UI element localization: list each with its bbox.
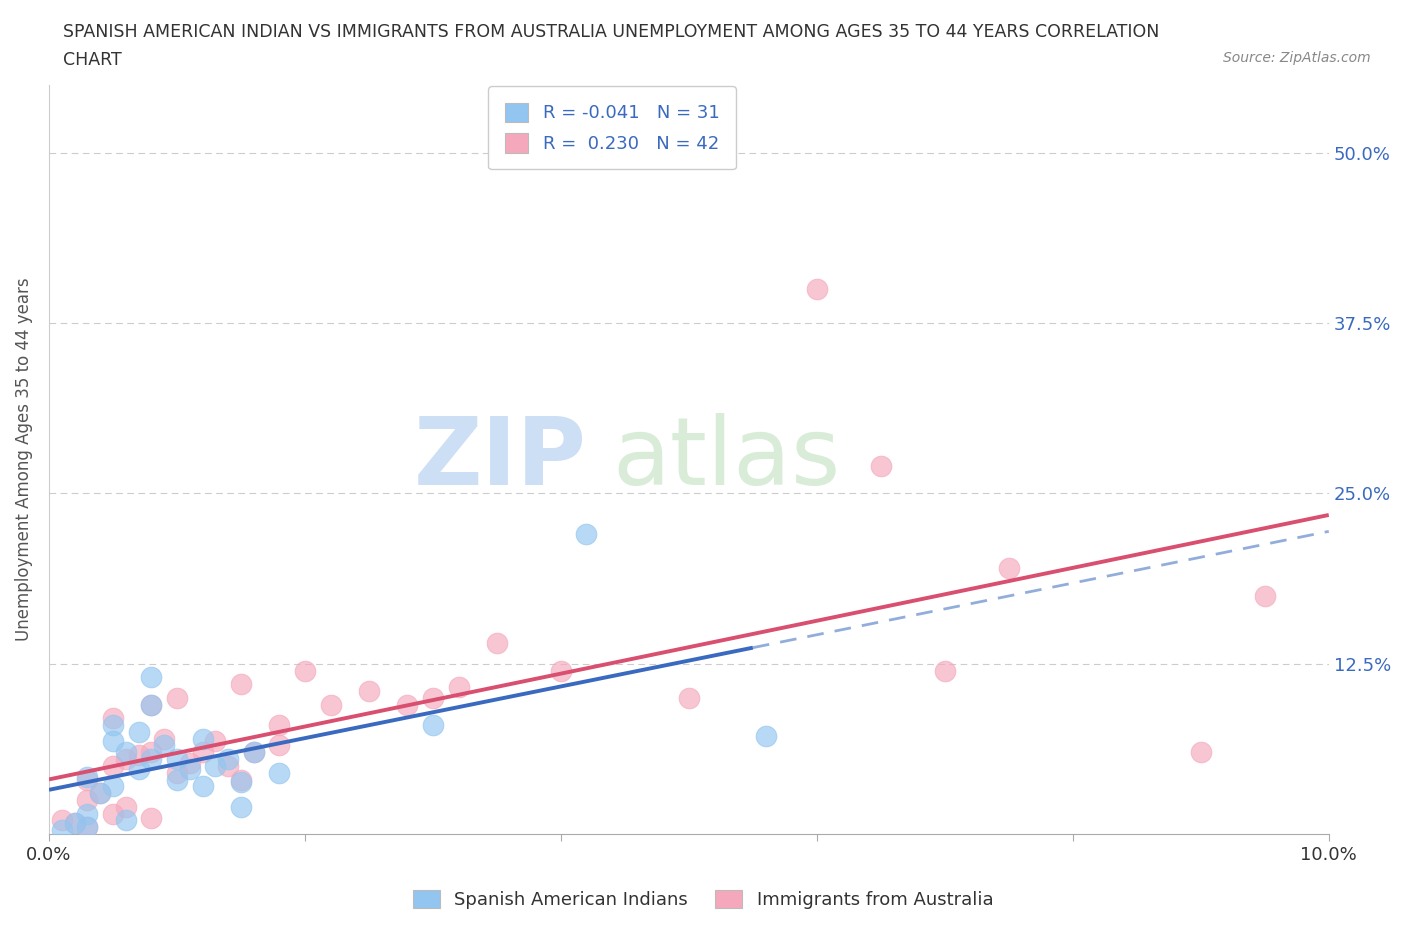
Point [550,663,572,678]
Point [755,728,778,743]
Point [447,680,470,695]
Point [191,745,214,760]
Point [141,810,163,825]
Point [89,786,111,801]
Point [101,711,124,725]
Point [869,458,891,473]
Point [63,816,86,830]
Point [101,779,124,794]
Point [76,819,98,834]
Text: CHART: CHART [63,51,122,69]
Point [101,759,124,774]
Point [294,663,316,678]
Point [485,636,508,651]
Point [166,690,188,705]
Point [101,806,124,821]
Point [934,663,956,678]
Point [229,775,252,790]
Point [998,561,1021,576]
Point [76,806,98,821]
Point [114,813,136,828]
Point [229,772,252,787]
Point [229,677,252,692]
Point [76,769,98,784]
Point [89,786,111,801]
Point [166,751,188,766]
Point [153,731,176,746]
Point [76,819,98,834]
Point [575,527,598,542]
Text: Source: ZipAtlas.com: Source: ZipAtlas.com [1223,51,1371,65]
Point [51,813,73,828]
Point [396,698,419,712]
Point [422,690,444,705]
Point [422,718,444,733]
Point [269,718,291,733]
Text: atlas: atlas [612,414,841,505]
Point [806,282,828,297]
Point [114,751,136,766]
Point [678,690,700,705]
Legend: Spanish American Indians, Immigrants from Australia: Spanish American Indians, Immigrants fro… [405,883,1001,916]
Legend: R = -0.041   N = 31, R =  0.230   N = 42: R = -0.041 N = 31, R = 0.230 N = 42 [488,86,735,169]
Point [166,772,188,787]
Point [269,738,291,753]
Y-axis label: Unemployment Among Ages 35 to 44 years: Unemployment Among Ages 35 to 44 years [15,277,32,641]
Point [1189,745,1212,760]
Point [63,816,86,830]
Text: ZIP: ZIP [413,414,586,505]
Point [191,779,214,794]
Point [141,698,163,712]
Point [217,751,239,766]
Point [204,759,226,774]
Point [128,724,150,739]
Point [179,762,201,777]
Point [114,800,136,815]
Point [141,670,163,684]
Point [153,738,176,753]
Point [76,772,98,787]
Point [357,684,380,698]
Point [229,800,252,815]
Point [242,745,264,760]
Point [166,765,188,780]
Point [76,792,98,807]
Point [179,756,201,771]
Point [217,759,239,774]
Point [269,765,291,780]
Point [204,734,226,749]
Text: SPANISH AMERICAN INDIAN VS IMMIGRANTS FROM AUSTRALIA UNEMPLOYMENT AMONG AGES 35 : SPANISH AMERICAN INDIAN VS IMMIGRANTS FR… [63,23,1160,41]
Point [191,731,214,746]
Point [101,734,124,749]
Point [1254,588,1277,603]
Point [51,822,73,837]
Point [242,745,264,760]
Point [114,745,136,760]
Point [128,748,150,763]
Point [101,718,124,733]
Point [128,762,150,777]
Point [319,698,342,712]
Point [141,745,163,760]
Point [141,698,163,712]
Point [141,751,163,766]
